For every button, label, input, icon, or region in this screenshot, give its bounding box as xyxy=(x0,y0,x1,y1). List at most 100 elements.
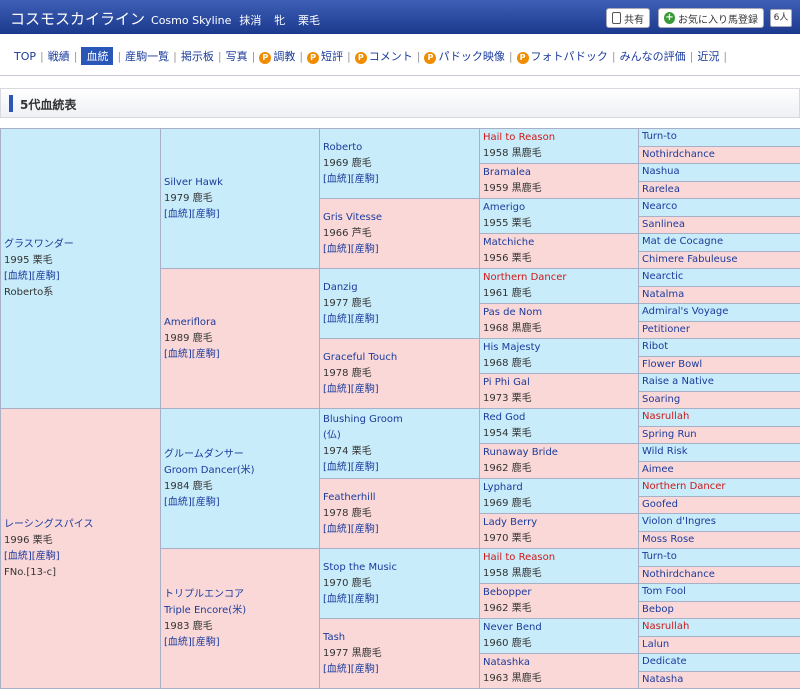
ancestor-name-alt[interactable]: Groom Dancer(米) xyxy=(164,464,255,476)
ancestor-name-link[interactable]: Aimee xyxy=(642,463,674,475)
pedigree-cell-gen5: Northern Dancer xyxy=(638,478,800,497)
ancestor-name-link[interactable]: Nasrullah xyxy=(642,411,690,423)
ancestor-name-link[interactable]: Never Bend xyxy=(483,622,542,633)
ancestor-name-link[interactable]: Moss Rose xyxy=(642,533,695,545)
nav-tab-11[interactable]: みんなの評価 xyxy=(620,48,686,64)
pedigree-progeny-links[interactable]: [血統][産駒] xyxy=(323,313,379,325)
ancestor-name-link[interactable]: Northern Dancer xyxy=(642,481,726,493)
ancestor-name-link[interactable]: Pas de Nom xyxy=(483,307,543,318)
ancestor-name-link[interactable]: Silver Hawk xyxy=(164,176,223,188)
nav-tab-10[interactable]: P フォトパドック xyxy=(516,48,608,64)
ancestor-name-link[interactable]: Hail to Reason xyxy=(483,552,556,563)
ancestor-name-link[interactable]: Amerigo xyxy=(483,202,526,213)
ancestor-name-link[interactable]: Featherhill xyxy=(323,491,376,503)
ancestor-name-link[interactable]: Ameriflora xyxy=(164,316,217,328)
pedigree-progeny-links[interactable]: [血統][産駒] xyxy=(164,348,220,360)
ancestor-name-link[interactable]: Wild Risk xyxy=(642,446,688,458)
ancestor-name-link[interactable]: Bramalea xyxy=(483,167,532,178)
ancestor-name-link[interactable]: Sanlinea xyxy=(642,218,685,230)
ancestor-name-link[interactable]: Mat de Cocagne xyxy=(642,236,724,248)
pedigree-progeny-links[interactable]: [血統][産駒] xyxy=(323,461,379,473)
ancestor-name-link[interactable]: Nothirdchance xyxy=(642,148,715,160)
ancestor-name-link[interactable]: トリプルエンコア xyxy=(164,588,244,600)
ancestor-name-link[interactable]: Turn-to xyxy=(642,131,677,143)
ancestor-name-link[interactable]: Soaring xyxy=(642,393,681,405)
ancestor-name-link[interactable]: Pi Phi Gal xyxy=(483,377,530,388)
nav-tab-label: 短評 xyxy=(321,50,344,63)
pedigree-progeny-links[interactable]: [血統][産駒] xyxy=(4,270,60,282)
pedigree-cell-gen3: Roberto 1969 鹿毛 [血統][産駒] xyxy=(319,128,480,199)
nav-tab-4[interactable]: 掲示板 xyxy=(181,48,214,64)
ancestor-name-link[interactable]: Tom Fool xyxy=(642,586,686,598)
ancestor-name-link[interactable]: Blushing Groom xyxy=(323,413,403,425)
ancestor-name-link[interactable]: Spring Run xyxy=(642,428,697,440)
nav-tab-1[interactable]: 戦績 xyxy=(48,48,70,64)
ancestor-name-link[interactable]: Northern Dancer xyxy=(483,272,567,283)
ancestor-name-link[interactable]: Runaway Bride xyxy=(483,447,558,458)
nav-tab-0[interactable]: TOP xyxy=(14,50,36,63)
nav-tab-label: 写真 xyxy=(225,50,248,63)
ancestor-name-link[interactable]: Roberto xyxy=(323,141,363,153)
ancestor-name-link[interactable]: Violon d'Ingres xyxy=(642,516,716,528)
pedigree-progeny-links[interactable]: [血統][産駒] xyxy=(323,593,379,605)
ancestor-name-link[interactable]: グラスワンダー xyxy=(4,238,74,250)
ancestor-coat: 栗毛 xyxy=(511,393,532,404)
nav-tab-2[interactable]: 血統 xyxy=(81,47,114,65)
ancestor-name-link[interactable]: Gris Vitesse xyxy=(323,211,383,223)
nav-tab-5[interactable]: 写真 xyxy=(226,48,248,64)
ancestor-name-link[interactable]: His Majesty xyxy=(483,342,541,353)
ancestor-name-link[interactable]: Admiral's Voyage xyxy=(642,306,729,318)
ancestor-name-link[interactable]: Ribot xyxy=(642,341,669,353)
ancestor-name-link[interactable]: Natalma xyxy=(642,288,685,300)
favorite-register-button[interactable]: + お気に入り馬登録 xyxy=(658,8,764,28)
pedigree-row: Nothirdchance xyxy=(1,145,800,164)
nav-tab-8[interactable]: P コメント xyxy=(354,48,413,64)
ancestor-name-link[interactable]: Nearco xyxy=(642,201,678,213)
pedigree-progeny-links[interactable]: [血統][産駒] xyxy=(323,523,379,535)
pedigree-progeny-links[interactable]: [血統][産駒] xyxy=(4,550,60,562)
nav-tab-9[interactable]: P パドック映像 xyxy=(424,48,505,64)
pedigree-progeny-links[interactable]: [血統][産駒] xyxy=(323,243,379,255)
ancestor-name-link[interactable]: Bebop xyxy=(642,603,674,615)
ancestor-name-link[interactable]: Red God xyxy=(483,412,526,423)
ancestor-name-alt[interactable]: Triple Encore(米) xyxy=(164,604,247,616)
ancestor-name-link[interactable]: Tash xyxy=(323,631,346,643)
ancestor-name-alt[interactable]: (仏) xyxy=(323,429,341,441)
ancestor-name-link[interactable]: Nearctic xyxy=(642,271,684,283)
pedigree-progeny-links[interactable]: [血統][産駒] xyxy=(323,663,379,675)
ancestor-name-link[interactable]: レーシングスパイス xyxy=(4,518,94,530)
ancestor-name-link[interactable]: Stop the Music xyxy=(323,561,397,573)
nav-tab-3[interactable]: 産駒一覧 xyxy=(125,48,169,64)
pedigree-progeny-links[interactable]: [血統][産駒] xyxy=(164,496,220,508)
ancestor-name-link[interactable]: Goofed xyxy=(642,498,679,510)
ancestor-name-link[interactable]: Nashua xyxy=(642,166,680,178)
ancestor-name-link[interactable]: Lalun xyxy=(642,638,670,650)
ancestor-name-link[interactable]: Lady Berry xyxy=(483,517,538,528)
ancestor-name-link[interactable]: Graceful Touch xyxy=(323,351,398,363)
ancestor-name-link[interactable]: Rarelea xyxy=(642,183,680,195)
pedigree-progeny-links[interactable]: [血統][産駒] xyxy=(164,636,220,648)
ancestor-name-link[interactable]: Chimere Fabuleuse xyxy=(642,253,738,265)
ancestor-name-link[interactable]: Matchiche xyxy=(483,237,535,248)
ancestor-name-link[interactable]: Natasha xyxy=(642,673,684,685)
nav-tab-12[interactable]: 近況 xyxy=(697,48,719,64)
ancestor-name-link[interactable]: Dedicate xyxy=(642,656,687,668)
ancestor-name-link[interactable]: Lyphard xyxy=(483,482,523,493)
ancestor-name-link[interactable]: Natashka xyxy=(483,657,530,668)
ancestor-name-link[interactable]: Flower Bowl xyxy=(642,358,703,370)
ancestor-name-link[interactable]: Raise a Native xyxy=(642,376,714,388)
pedigree-progeny-links[interactable]: [血統][産駒] xyxy=(323,173,379,185)
ancestor-name-link[interactable]: Bebopper xyxy=(483,587,532,598)
pedigree-progeny-links[interactable]: [血統][産駒] xyxy=(323,383,379,395)
ancestor-name-link[interactable]: Nothirdchance xyxy=(642,568,715,580)
ancestor-name-link[interactable]: Nasrullah xyxy=(642,621,690,633)
share-button[interactable]: 共有 xyxy=(606,8,650,28)
ancestor-name-link[interactable]: Petitioner xyxy=(642,323,690,335)
pedigree-progeny-links[interactable]: [血統][産駒] xyxy=(164,208,220,220)
ancestor-name-link[interactable]: Danzig xyxy=(323,281,358,293)
ancestor-name-link[interactable]: グルームダンサー xyxy=(164,448,244,460)
ancestor-name-link[interactable]: Turn-to xyxy=(642,551,677,563)
ancestor-name-link[interactable]: Hail to Reason xyxy=(483,132,556,143)
nav-tab-7[interactable]: P 短評 xyxy=(307,48,343,64)
nav-tab-6[interactable]: P 調教 xyxy=(259,48,295,64)
